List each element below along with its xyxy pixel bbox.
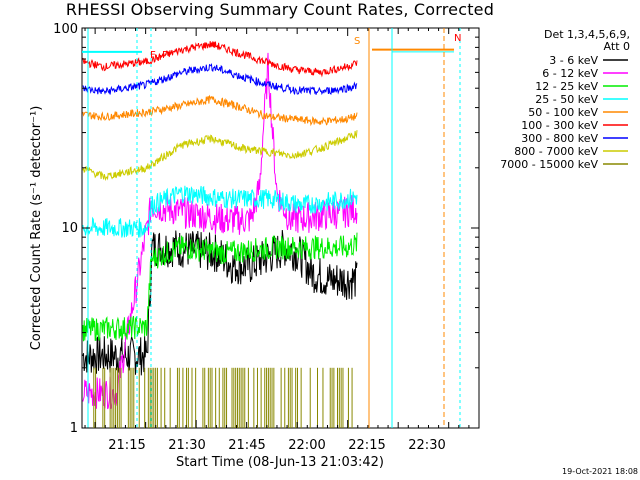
legend-label: 50 - 100 keV — [528, 106, 598, 119]
x-tick-label: 21:15 — [108, 438, 145, 453]
x-tick-label: 22:00 — [288, 438, 325, 453]
legend-label: 25 - 50 keV — [535, 93, 598, 106]
x-tick-label: 22:15 — [348, 438, 385, 453]
x-tick-label: 21:30 — [168, 438, 205, 453]
y-tick-label: 1 — [70, 421, 78, 436]
legend-header: Det 1,3,4,5,6,9, — [544, 28, 630, 41]
chart-title: RHESSI Observing Summary Count Rates, Co… — [65, 0, 495, 19]
series-line — [82, 232, 358, 342]
legend-label: 6 - 12 keV — [542, 67, 598, 80]
x-tick-label: 22:30 — [408, 438, 445, 453]
y-axis-label: Corrected Count Rate (s⁻¹ detector⁻¹) — [29, 106, 44, 351]
legend-header: Att 0 — [604, 40, 630, 53]
flag-label: F — [150, 50, 156, 61]
flag-label: N — [454, 33, 461, 44]
footer-date: 19-Oct-2021 18:08 — [562, 467, 638, 476]
y-tick-label: 100 — [53, 22, 78, 37]
legend-label: 100 - 300 keV — [521, 119, 598, 132]
series-line — [82, 41, 358, 78]
flag-label: F — [162, 50, 168, 61]
flag-label: S — [354, 36, 360, 47]
legend-label: 3 - 6 keV — [549, 54, 598, 67]
y-tick-label: 10 — [61, 221, 78, 236]
series-line — [82, 94, 358, 127]
x-axis-label: Start Time (08-Jun-13 21:03:42) — [176, 455, 384, 470]
series-line — [82, 130, 358, 182]
legend-label: 800 - 7000 keV — [514, 145, 598, 158]
series-line — [82, 63, 358, 96]
x-tick-label: 21:45 — [228, 438, 265, 453]
series-line — [82, 229, 358, 376]
series-line — [82, 185, 358, 238]
legend-label: 12 - 25 keV — [535, 80, 598, 93]
legend-label: 300 - 800 keV — [521, 132, 598, 145]
legend-label: 7000 - 15000 keV — [500, 158, 598, 171]
